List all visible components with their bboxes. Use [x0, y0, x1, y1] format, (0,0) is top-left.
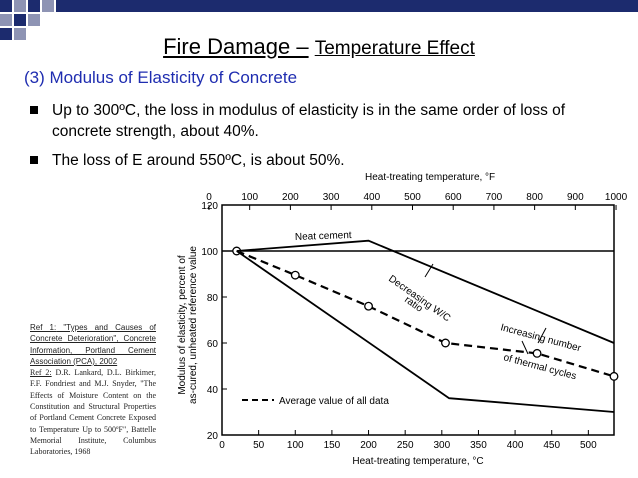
subheading: (3) Modulus of Elasticity of Concrete — [24, 68, 298, 87]
top-tick-label: 800 — [526, 192, 543, 203]
reference-1: Ref 1: "Types and Causes of Concrete Det… — [30, 322, 156, 367]
data-point — [364, 301, 373, 311]
x-tick-label: 100 — [287, 440, 304, 451]
plot-frame — [221, 204, 615, 436]
y-tick-label: 100 — [201, 247, 218, 258]
x-tick-label: 300 — [433, 440, 450, 451]
data-point — [290, 270, 300, 280]
deco-square — [28, 14, 40, 26]
legend-label: Average value of all data — [279, 396, 389, 407]
data-point — [609, 371, 619, 381]
y-tick-label: 60 — [207, 339, 219, 350]
x-tick-label: 450 — [543, 440, 560, 451]
reference-2-label: Ref 2: — [30, 368, 52, 378]
top-tick-label: 500 — [404, 192, 421, 203]
annotation-pointer — [537, 327, 547, 344]
x-tick-label: 50 — [253, 440, 265, 451]
top-tick-label: 700 — [486, 192, 503, 203]
deco-square — [14, 14, 26, 26]
series-line-3 — [236, 250, 615, 413]
x-tick-label: 500 — [580, 440, 597, 451]
reference-2: Ref 2: D.R. Lankard, D.L. Birkimer, F.F.… — [30, 367, 156, 457]
top-tick-label: 400 — [363, 192, 380, 203]
y-tick-label: 20 — [207, 431, 219, 442]
top-tick-label: 900 — [567, 192, 584, 203]
x-tick-label: 400 — [507, 440, 524, 451]
bullet-square-icon — [30, 106, 38, 114]
reference-1-text: "Types and Causes of Concrete Deteriorat… — [30, 323, 157, 366]
deco-square — [0, 0, 12, 12]
annotation-neat-cement: Neat cement — [295, 230, 352, 243]
deco-square — [28, 0, 40, 12]
title-main: Fire Damage – — [163, 34, 309, 59]
x-axis-label: Heat-treating temperature, °C — [352, 456, 483, 467]
x-tick-label: 250 — [397, 440, 414, 451]
x-tick-label: 200 — [360, 440, 377, 451]
bullet-text: concrete strength, about 40%. — [52, 123, 259, 140]
reference-2-text: D.R. Lankard, D.L. Birkimer, F.F. Fondri… — [30, 368, 156, 457]
data-point — [532, 348, 542, 358]
y-axis-label: as-cured, unheated reference value — [188, 246, 199, 404]
data-point — [441, 338, 450, 348]
x-tick-label: 350 — [470, 440, 487, 451]
x-tick-label: 150 — [324, 440, 341, 451]
top-tick-label: 200 — [282, 192, 299, 203]
top-tick-label: 600 — [445, 192, 462, 203]
top-tick-label: 300 — [323, 192, 340, 203]
annotation-decreasing-wc: Decreasing W/C — [386, 273, 452, 324]
y-tick-label: 120 — [201, 201, 218, 212]
title-sub: Temperature Effect — [314, 38, 475, 59]
references: Ref 1: "Types and Causes of Concrete Det… — [30, 322, 156, 458]
annotation-pointer — [521, 340, 529, 355]
deco-bar — [56, 0, 638, 12]
annotation-pointer — [424, 263, 434, 278]
reference-1-label: Ref 1: — [30, 323, 57, 332]
deco-square — [0, 14, 12, 26]
top-tick-label: 1000 — [605, 192, 628, 203]
deco-square — [0, 28, 12, 40]
slide-title: Fire Damage – Temperature Effect — [0, 34, 638, 60]
y-axis-label: Modulus of elasticity, percent of — [177, 255, 188, 395]
series-line-1 — [236, 249, 615, 378]
y-tick-label: 40 — [207, 385, 219, 396]
deco-square — [14, 28, 26, 40]
deco-square — [42, 0, 54, 12]
x-tick-label: 0 — [219, 440, 225, 451]
bullet-text: Up to 300ºC, the loss in modulus of elas… — [52, 102, 566, 119]
series-line-2 — [236, 239, 615, 344]
top-axis-label: Heat-treating temperature, °F — [365, 172, 495, 183]
top-tick-label: 0 — [206, 192, 212, 203]
bullet-square-icon — [30, 156, 38, 164]
bullet-text: The loss of E around 550ºC, is about 50%… — [52, 152, 345, 169]
y-tick-label: 80 — [207, 293, 219, 304]
deco-square — [14, 0, 26, 12]
top-tick-label: 100 — [241, 192, 258, 203]
